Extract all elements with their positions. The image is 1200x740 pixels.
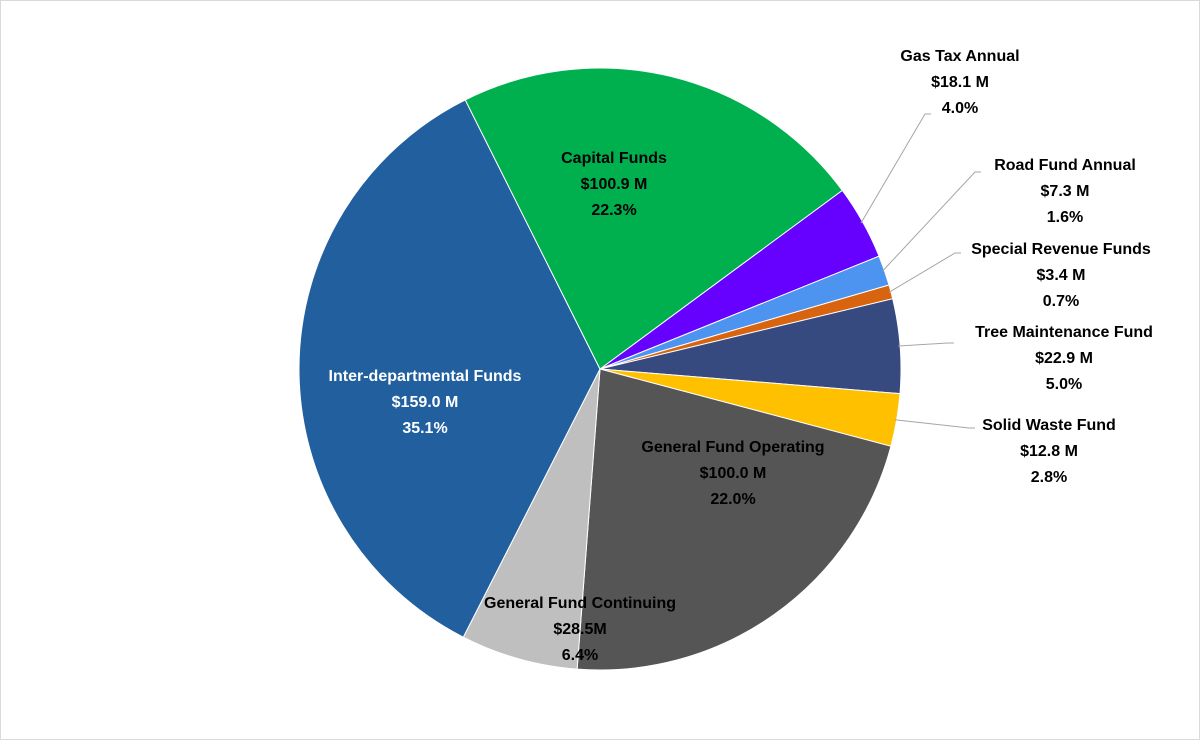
slice-label-amount: $28.5M	[553, 621, 606, 638]
leader-line	[894, 419, 975, 429]
slice-label-percent: 5.0%	[1046, 376, 1082, 393]
pie-slice-inter-departmental-funds	[298, 99, 601, 638]
slice-label-name: Tree Maintenance Fund	[975, 324, 1153, 341]
slice-label-amount: $159.0 M	[392, 394, 459, 411]
pie-slice-capital-funds	[464, 67, 843, 370]
slice-label-percent: 1.6%	[1047, 209, 1083, 226]
pie-slice-general-fund-continuing	[462, 368, 601, 670]
slice-label-percent: 22.3%	[591, 202, 636, 219]
slice-label-name: Gas Tax Annual	[900, 48, 1019, 65]
slice-label-name: Solid Waste Fund	[982, 417, 1116, 434]
pie-slices	[298, 67, 902, 671]
slice-label-name: General Fund Continuing	[484, 595, 676, 612]
slice-label-amount: $3.4 M	[1037, 267, 1086, 284]
slice-label-amount: $100.0 M	[700, 465, 767, 482]
leader-line	[860, 113, 931, 224]
slice-label-name: Inter-departmental Funds	[329, 368, 522, 385]
slice-label-amount: $12.8 M	[1020, 443, 1078, 460]
leader-line	[888, 252, 961, 293]
slice-label-percent: 22.0%	[710, 491, 755, 508]
slice-label-amount: $7.3 M	[1041, 183, 1090, 200]
pie-slice-general-fund-operating	[576, 368, 892, 671]
pie-labels: Gas Tax Annual $18.1 M 4.0% Road Fund Annua…	[329, 48, 1153, 664]
leader-line	[898, 342, 954, 347]
slice-label-amount: $22.9 M	[1035, 350, 1093, 367]
leader-line	[882, 171, 981, 272]
slice-label-name: Road Fund Annual	[994, 157, 1136, 174]
slice-label-amount: $18.1 M	[931, 74, 989, 91]
slice-label-percent: 0.7%	[1043, 293, 1079, 310]
slice-label-name: General Fund Operating	[641, 439, 824, 456]
slice-label-percent: 4.0%	[942, 100, 978, 117]
slice-label-amount: $100.9 M	[581, 176, 648, 193]
slice-label-percent: 2.8%	[1031, 469, 1067, 486]
slice-label-percent: 6.4%	[562, 647, 598, 664]
slice-label-name: Capital Funds	[561, 150, 667, 167]
slice-label-percent: 35.1%	[402, 420, 447, 437]
slice-label-name: Special Revenue Funds	[971, 241, 1151, 258]
